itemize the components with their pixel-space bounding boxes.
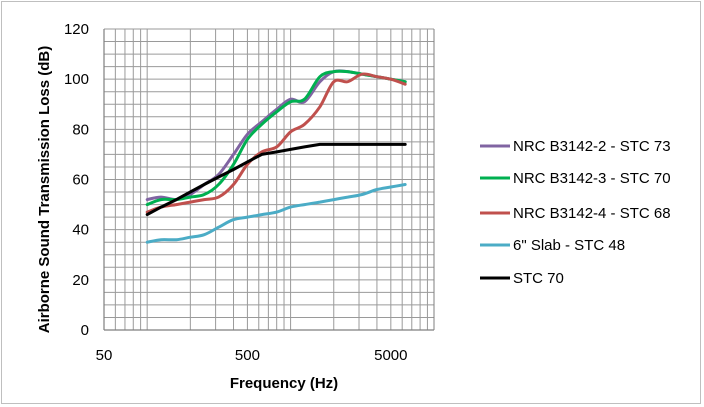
y-tick-label: 80 (72, 121, 89, 138)
x-tick-label: 5000 (374, 347, 407, 364)
series-line (145, 183, 407, 244)
legend: NRC B3142-2 - STC 73 NRC B3142-3 - STC 70… (480, 138, 671, 287)
series-line (145, 72, 407, 214)
y-tick-label: 120 (64, 21, 89, 38)
y-tick-label: 40 (72, 222, 89, 239)
x-tick-labels: 50 500 5000 (96, 347, 408, 364)
y-tick-label: 20 (72, 272, 89, 289)
y-tick-label: 0 (81, 322, 89, 339)
legend-label: NRC B3142-4 - STC 68 (513, 205, 671, 222)
x-tick-label: 500 (235, 347, 260, 364)
series-lines (145, 69, 407, 244)
x-axis-title: Frequency (Hz) (230, 375, 338, 392)
y-tick-label: 60 (72, 172, 89, 189)
series-line (145, 142, 407, 217)
y-axis-title: Airborne Sound Transmission Loss (dB) (36, 46, 53, 334)
legend-label: STC 70 (513, 270, 564, 287)
y-tick-labels: 0 20 40 60 80 100 120 (64, 21, 89, 339)
x-tick-label: 50 (96, 347, 113, 364)
grid (103, 28, 435, 331)
legend-label: NRC B3142-2 - STC 73 (513, 138, 671, 155)
y-tick-label: 100 (64, 71, 89, 88)
legend-label: NRC B3142-3 - STC 70 (513, 170, 671, 187)
legend-label: 6" Slab - STC 48 (513, 237, 625, 254)
axes (103, 29, 435, 331)
